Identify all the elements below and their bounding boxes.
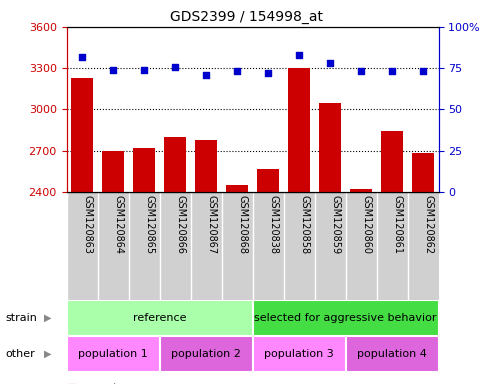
Bar xyxy=(71,78,93,192)
Text: GSM120864: GSM120864 xyxy=(113,195,123,254)
Point xyxy=(109,67,117,73)
Text: selected for aggressive behavior: selected for aggressive behavior xyxy=(254,313,437,323)
Text: population 1: population 1 xyxy=(78,349,148,359)
Bar xyxy=(160,336,252,372)
Text: GSM120865: GSM120865 xyxy=(144,195,154,254)
Text: strain: strain xyxy=(5,313,37,323)
Text: ▶: ▶ xyxy=(44,313,52,323)
Bar xyxy=(257,169,279,192)
Point xyxy=(140,67,148,73)
Text: GSM120868: GSM120868 xyxy=(237,195,247,254)
Text: GSM120866: GSM120866 xyxy=(175,195,185,254)
Point xyxy=(326,60,334,66)
Point xyxy=(388,68,396,74)
Bar xyxy=(351,189,372,192)
Bar xyxy=(102,151,124,192)
Text: GSM120863: GSM120863 xyxy=(82,195,92,254)
Text: count: count xyxy=(86,383,118,384)
Text: GSM120861: GSM120861 xyxy=(392,195,402,254)
Bar xyxy=(319,103,341,192)
Text: population 4: population 4 xyxy=(357,349,427,359)
Bar xyxy=(288,68,310,192)
Bar xyxy=(195,140,217,192)
Text: GSM120838: GSM120838 xyxy=(268,195,278,254)
Point xyxy=(264,70,272,76)
Text: GSM120860: GSM120860 xyxy=(361,195,371,254)
Point xyxy=(357,68,365,74)
Bar xyxy=(67,336,160,372)
Text: GSM120858: GSM120858 xyxy=(299,195,309,254)
Text: GSM120867: GSM120867 xyxy=(206,195,216,254)
Text: GSM120859: GSM120859 xyxy=(330,195,340,254)
Text: ▶: ▶ xyxy=(44,349,52,359)
Point xyxy=(78,53,86,60)
Text: population 2: population 2 xyxy=(171,349,241,359)
Point xyxy=(171,63,179,70)
Text: other: other xyxy=(5,349,35,359)
Bar xyxy=(346,336,439,372)
Text: GSM120862: GSM120862 xyxy=(423,195,433,254)
Point xyxy=(420,68,427,74)
Bar xyxy=(164,137,186,192)
Text: reference: reference xyxy=(133,313,186,323)
Bar xyxy=(252,336,346,372)
Point xyxy=(295,52,303,58)
Bar xyxy=(382,131,403,192)
Text: population 3: population 3 xyxy=(264,349,334,359)
Bar xyxy=(133,148,155,192)
Text: GDS2399 / 154998_at: GDS2399 / 154998_at xyxy=(170,10,323,23)
Point xyxy=(202,72,210,78)
Bar xyxy=(252,300,439,336)
Bar xyxy=(413,154,434,192)
Text: ■: ■ xyxy=(67,383,77,384)
Bar xyxy=(226,185,248,192)
Point xyxy=(233,68,241,74)
Bar xyxy=(67,300,252,336)
